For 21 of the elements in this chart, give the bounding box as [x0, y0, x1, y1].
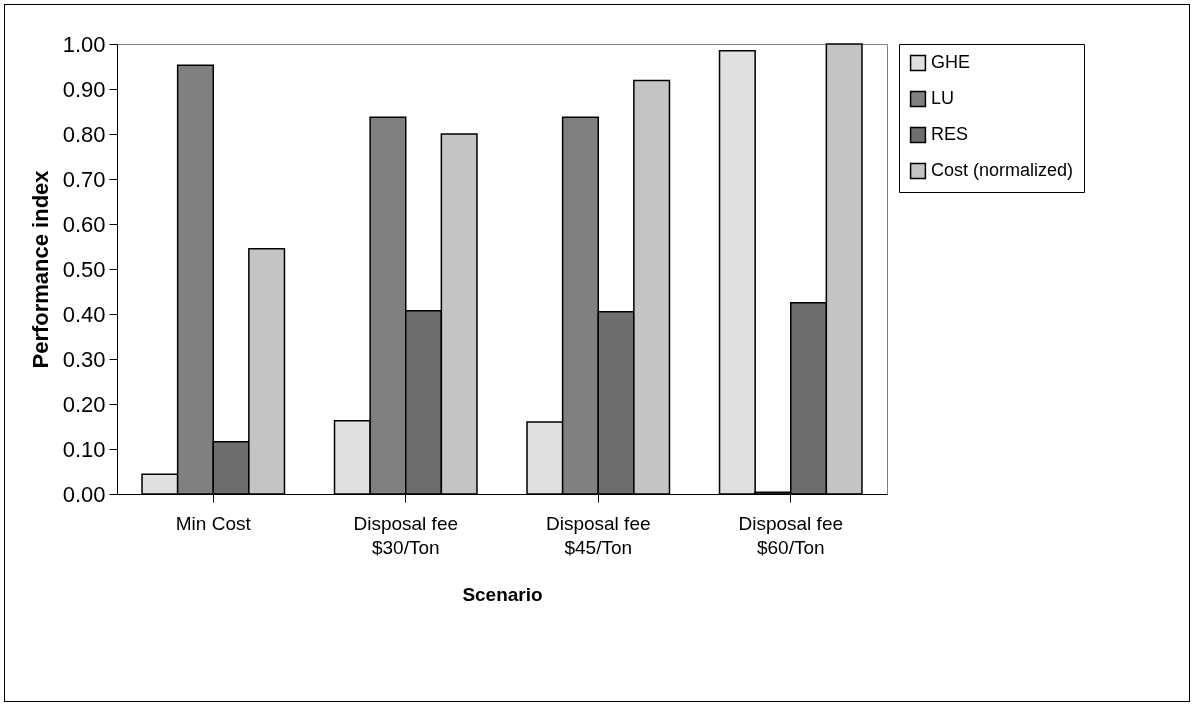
y-tick-label: 0.90 [62, 76, 106, 102]
y-axis-title: Performance index [27, 169, 53, 369]
y-tick-label: 0.20 [62, 391, 106, 417]
y-tick-label: 1.00 [62, 31, 106, 57]
y-tick-label: 0.80 [62, 121, 106, 147]
y-tick-label: 0.50 [62, 256, 106, 282]
y-tick-label: 0.40 [62, 301, 106, 327]
legend-label: Cost (normalized) [931, 160, 1074, 180]
legend-label: LU [931, 88, 955, 108]
x-tick-label: Disposal fee $45/Ton [545, 512, 651, 558]
y-tick-label: 0.70 [62, 166, 106, 192]
x-tick-label: Disposal fee $30/Ton [353, 512, 459, 558]
y-tick-label: 0.30 [62, 346, 106, 372]
y-tick-label: 0.60 [62, 211, 106, 237]
y-tick-label: 0.00 [62, 481, 106, 507]
x-axis-title: Scenario [462, 583, 543, 605]
legend-label: GHE [931, 52, 971, 72]
x-tick-label: Disposal fee $60/Ton [738, 512, 844, 558]
legend-label: RES [931, 124, 969, 144]
y-tick-label: 0.10 [62, 436, 106, 462]
x-tick-label: Min Cost [175, 512, 252, 534]
